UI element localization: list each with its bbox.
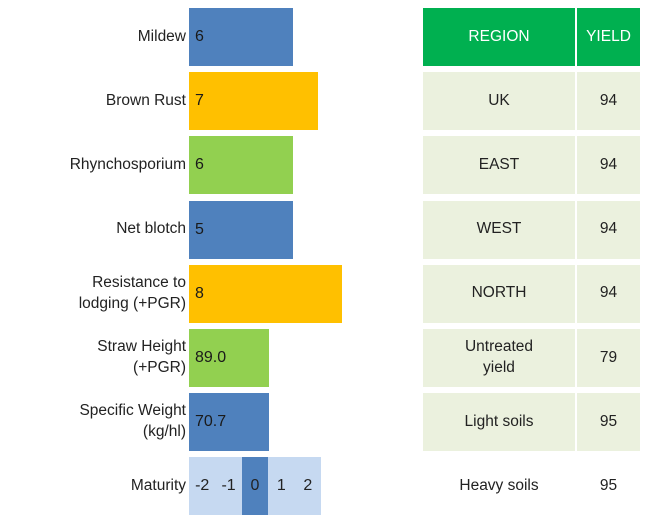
label-text: Net blotch xyxy=(116,220,186,238)
label-text: Specific Weight (kg/hl) xyxy=(79,402,186,441)
cell-text: EAST xyxy=(478,155,520,173)
label-text: Mildew xyxy=(137,27,186,45)
label-text: Resistance to lodging (+PGR) xyxy=(78,273,186,312)
table-cell: NORTH xyxy=(423,264,575,323)
maturity-step: -1 xyxy=(215,457,242,516)
table-cell: 94 xyxy=(577,136,640,195)
rating-label: Net blotch xyxy=(116,201,186,259)
cell-text: 95 xyxy=(599,412,618,430)
table-header: REGION xyxy=(423,8,575,66)
cell-text: 95 xyxy=(599,476,618,494)
rating-bar: 70.7 xyxy=(189,393,269,452)
maturity-step: 2 xyxy=(294,457,321,516)
table-cell: 94 xyxy=(577,200,640,259)
cell-text: 94 xyxy=(599,284,618,302)
rating-label: Rhynchosporium xyxy=(70,136,186,194)
cell-text: 94 xyxy=(599,91,618,109)
table-cell: 95 xyxy=(577,457,640,515)
rating-bar: 89.0 xyxy=(189,329,269,387)
cell-text: Untreated yield xyxy=(464,338,534,376)
label-text: Brown Rust xyxy=(105,91,186,109)
maturity-label: Maturity xyxy=(130,476,186,494)
rating-label: Mildew xyxy=(138,8,186,66)
table-cell: Untreated yield xyxy=(423,329,575,387)
table-cell: 79 xyxy=(577,329,640,387)
rating-label: Specific Weight (kg/hl) xyxy=(46,393,186,451)
rating-bar: 6 xyxy=(189,136,293,195)
label-text: Straw Height (+PGR) xyxy=(97,338,186,376)
table-cell: Light soils xyxy=(423,393,575,452)
table-cell: UK xyxy=(423,72,575,131)
rating-label: Straw Height (+PGR) xyxy=(74,329,186,387)
table-cell: Heavy soils xyxy=(423,457,575,515)
rating-bar: 8 xyxy=(189,264,342,323)
cell-text: 94 xyxy=(599,155,618,173)
table-cell: 95 xyxy=(577,393,640,452)
maturity-step: -2 xyxy=(189,457,216,516)
rating-bar: 5 xyxy=(189,200,293,259)
cell-text: 79 xyxy=(599,348,618,366)
label-text: Rhynchosporium xyxy=(69,155,186,173)
rating-bar: 7 xyxy=(189,72,318,131)
cell-text: UK xyxy=(488,91,510,109)
rating-label: Brown Rust xyxy=(106,72,186,130)
cell-text: Light soils xyxy=(464,412,534,430)
cell-text: NORTH xyxy=(471,284,527,302)
cell-text: Heavy soils xyxy=(459,476,539,494)
table-cell: WEST xyxy=(423,200,575,259)
rating-bar: 6 xyxy=(189,8,293,66)
table-cell: 94 xyxy=(577,72,640,131)
table-header: YIELD xyxy=(577,8,640,66)
maturity-step: 1 xyxy=(268,457,295,516)
cell-text: WEST xyxy=(476,220,522,238)
maturity-step: 0 xyxy=(241,457,269,516)
table-cell: EAST xyxy=(423,136,575,195)
rating-label: Resistance to lodging (+PGR) xyxy=(46,265,186,323)
cell-text: 94 xyxy=(599,220,618,238)
table-cell: 94 xyxy=(577,264,640,323)
